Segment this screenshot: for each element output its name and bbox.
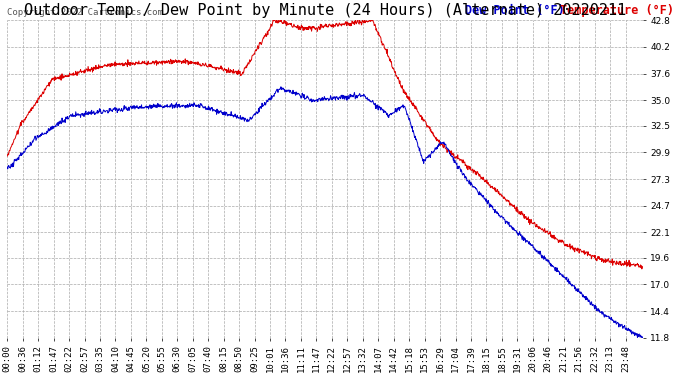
- Title: Outdoor Temp / Dew Point by Minute (24 Hours) (Alternate) 20220211: Outdoor Temp / Dew Point by Minute (24 H…: [24, 3, 626, 18]
- Text: Dew Point (°F): Dew Point (°F): [465, 4, 564, 17]
- Text: Temperature (°F): Temperature (°F): [560, 4, 674, 17]
- Text: Copyright 2022 Cartronics.com: Copyright 2022 Cartronics.com: [8, 8, 163, 17]
